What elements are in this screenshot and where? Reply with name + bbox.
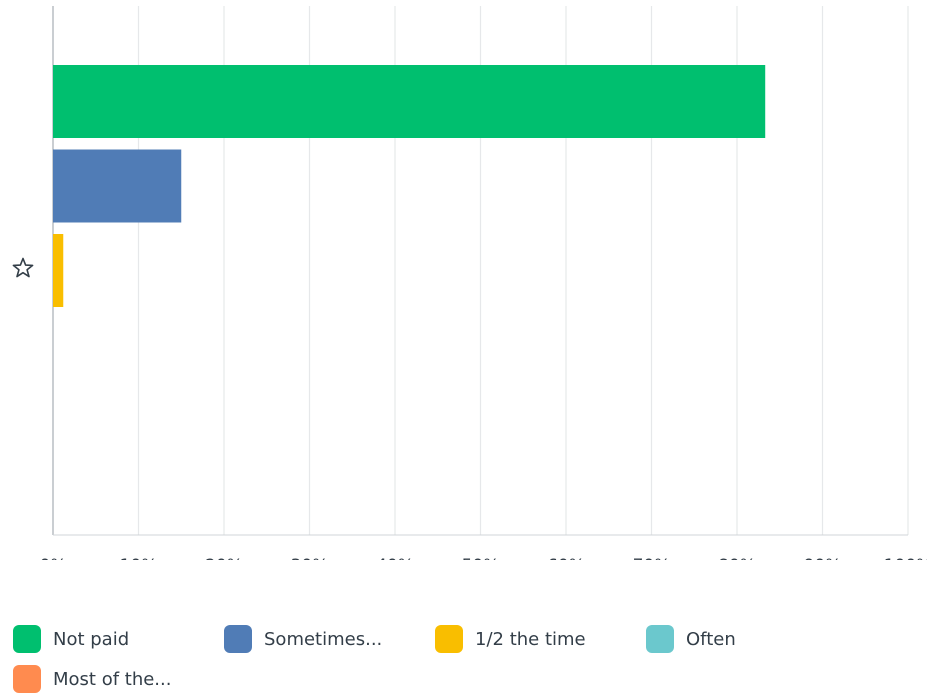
- legend-swatch: [224, 625, 252, 653]
- bar-3[interactable]: [53, 234, 64, 307]
- legend-item[interactable]: 1/2 the time: [435, 624, 646, 654]
- legend-swatch: [13, 665, 41, 693]
- legend-swatch: [435, 625, 463, 653]
- legend-swatch: [13, 625, 41, 653]
- legend-item[interactable]: Not paid: [13, 624, 224, 654]
- legend-label: Sometimes...: [264, 628, 383, 650]
- x-tick-label: 0%: [40, 556, 67, 560]
- legend-label: Most of the...: [53, 668, 172, 690]
- bar-chart: 0% 10% 20% 30% 40% 50% 60% 70% 80% 90% 100%: [40, 6, 927, 560]
- legend-item[interactable]: Sometimes...: [224, 624, 435, 654]
- x-tick-label: 80%: [718, 556, 756, 560]
- x-tick-label: 50%: [462, 556, 500, 560]
- legend-label: 1/2 the time: [475, 628, 586, 650]
- bar-1[interactable]: [53, 65, 766, 138]
- x-tick-label: 40%: [376, 556, 414, 560]
- legend-label: Not paid: [53, 628, 130, 650]
- x-tick-label: 100%: [884, 556, 927, 560]
- legend-item[interactable]: Most of the...: [13, 664, 224, 694]
- legend-item[interactable]: Often: [646, 624, 857, 654]
- x-tick-label: 20%: [205, 556, 243, 560]
- x-tick-label: 10%: [120, 556, 158, 560]
- x-tick-label: 30%: [291, 556, 329, 560]
- x-tick-label: 70%: [633, 556, 671, 560]
- legend-label: Often: [686, 628, 736, 650]
- bar-2[interactable]: [53, 149, 182, 223]
- x-tick-label: 90%: [804, 556, 842, 560]
- chart-legend: Not paid Sometimes... 1/2 the time Often Mos…: [13, 624, 913, 694]
- star-icon[interactable]: [11, 256, 35, 280]
- legend-swatch: [646, 625, 674, 653]
- x-tick-label: 60%: [547, 556, 585, 560]
